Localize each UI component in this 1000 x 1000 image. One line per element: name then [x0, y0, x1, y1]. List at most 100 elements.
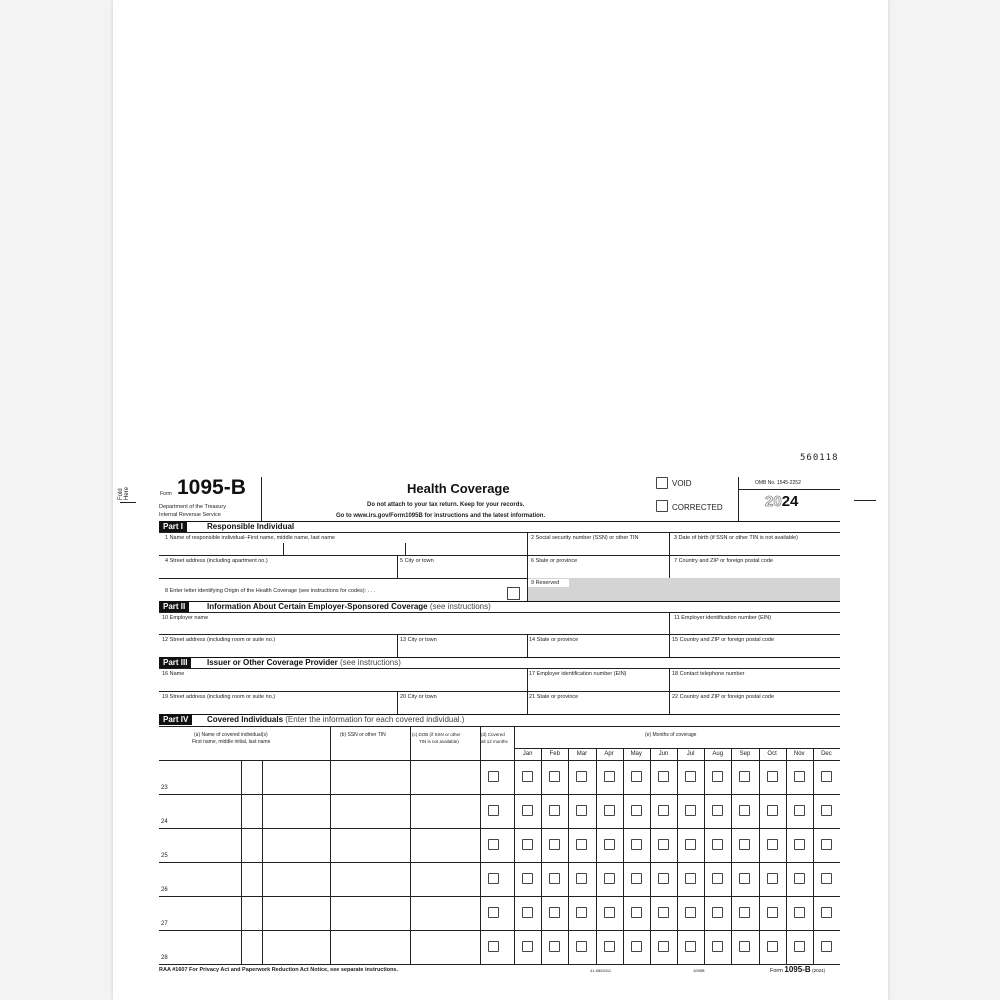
field-20-city[interactable]: 20 City or town — [400, 694, 437, 700]
month-checkbox-jul[interactable] — [685, 941, 697, 952]
field-8-origin-input[interactable] — [507, 587, 520, 600]
month-checkbox-mar[interactable] — [576, 805, 588, 816]
month-checkbox-nov[interactable] — [793, 907, 805, 918]
month-checkbox-jul[interactable] — [685, 873, 697, 884]
field-22-zip[interactable]: 22 Country and ZIP or foreign postal cod… — [672, 694, 775, 700]
field-21-state[interactable]: 21 State or province — [529, 694, 579, 700]
field-6-state[interactable]: 6 State or province — [531, 558, 578, 564]
covered-all-year-checkbox[interactable] — [488, 941, 499, 952]
month-checkbox-dec[interactable] — [820, 805, 832, 816]
month-checkbox-aug[interactable] — [712, 771, 724, 782]
month-checkbox-nov[interactable] — [793, 873, 805, 884]
month-checkbox-feb[interactable] — [549, 907, 561, 918]
month-checkbox-aug[interactable] — [712, 873, 724, 884]
month-checkbox-oct[interactable] — [766, 771, 778, 782]
month-checkbox-sep[interactable] — [739, 839, 751, 850]
month-checkbox-apr[interactable] — [603, 873, 615, 884]
covered-all-year-checkbox[interactable] — [488, 771, 499, 782]
covered-all-year-checkbox[interactable] — [488, 805, 499, 816]
covered-all-year-checkbox[interactable] — [488, 907, 499, 918]
month-checkbox-dec[interactable] — [820, 771, 832, 782]
field-1-name[interactable]: 1 Name of responsible individual–First n… — [165, 535, 335, 541]
month-checkbox-mar[interactable] — [576, 839, 588, 850]
month-checkbox-apr[interactable] — [603, 839, 615, 850]
month-checkbox-feb[interactable] — [549, 873, 561, 884]
corrected-checkbox[interactable] — [656, 500, 668, 512]
month-checkbox-jun[interactable] — [657, 941, 669, 952]
field-11-ein[interactable]: 11 Employer identification number (EIN) — [674, 615, 772, 621]
month-checkbox-mar[interactable] — [576, 873, 588, 884]
month-checkbox-mar[interactable] — [576, 771, 588, 782]
field-18-phone[interactable]: 18 Contact telephone number — [672, 671, 745, 677]
month-checkbox-oct[interactable] — [766, 805, 778, 816]
month-checkbox-may[interactable] — [630, 941, 642, 952]
month-checkbox-may[interactable] — [630, 839, 642, 850]
month-checkbox-oct[interactable] — [766, 941, 778, 952]
field-3-dob[interactable]: 3 Date of birth (if SSN or other TIN is … — [674, 535, 799, 541]
field-15-zip[interactable]: 15 Country and ZIP or foreign postal cod… — [672, 637, 775, 643]
month-checkbox-jul[interactable] — [685, 907, 697, 918]
field-19-street[interactable]: 19 Street address (including room or sui… — [162, 694, 276, 700]
month-checkbox-jun[interactable] — [657, 771, 669, 782]
field-5-city[interactable]: 5 City or town — [400, 558, 434, 564]
month-checkbox-apr[interactable] — [603, 907, 615, 918]
field-10-employer[interactable]: 10 Employer name — [162, 615, 209, 621]
month-checkbox-feb[interactable] — [549, 771, 561, 782]
month-checkbox-jan[interactable] — [522, 907, 534, 918]
month-checkbox-may[interactable] — [630, 771, 642, 782]
month-checkbox-jan[interactable] — [522, 873, 534, 884]
month-checkbox-jun[interactable] — [657, 805, 669, 816]
month-checkbox-jan[interactable] — [522, 771, 534, 782]
month-checkbox-dec[interactable] — [820, 839, 832, 850]
month-checkbox-aug[interactable] — [712, 907, 724, 918]
month-checkbox-oct[interactable] — [766, 873, 778, 884]
covered-all-year-checkbox[interactable] — [488, 873, 499, 884]
month-checkbox-jan[interactable] — [522, 839, 534, 850]
field-4-street[interactable]: 4 Street address (including apartment no… — [165, 558, 268, 564]
month-checkbox-may[interactable] — [630, 805, 642, 816]
field-2-ssn[interactable]: 2 Social security number (SSN) or other … — [531, 535, 639, 541]
month-checkbox-jun[interactable] — [657, 839, 669, 850]
month-checkbox-apr[interactable] — [603, 771, 615, 782]
field-13-city[interactable]: 13 City or town — [400, 637, 437, 643]
month-checkbox-feb[interactable] — [549, 839, 561, 850]
month-checkbox-feb[interactable] — [549, 941, 561, 952]
month-checkbox-nov[interactable] — [793, 771, 805, 782]
month-checkbox-jul[interactable] — [685, 771, 697, 782]
field-16-name[interactable]: 16 Name — [162, 671, 185, 677]
month-checkbox-jun[interactable] — [657, 873, 669, 884]
month-checkbox-may[interactable] — [630, 873, 642, 884]
month-checkbox-oct[interactable] — [766, 907, 778, 918]
month-checkbox-sep[interactable] — [739, 941, 751, 952]
month-checkbox-sep[interactable] — [739, 771, 751, 782]
field-17-ein[interactable]: 17 Employer identification number (EIN) — [529, 671, 627, 677]
month-checkbox-sep[interactable] — [739, 805, 751, 816]
field-12-street[interactable]: 12 Street address (including room or sui… — [162, 637, 276, 643]
month-checkbox-feb[interactable] — [549, 805, 561, 816]
month-checkbox-jun[interactable] — [657, 907, 669, 918]
month-checkbox-apr[interactable] — [603, 805, 615, 816]
month-checkbox-nov[interactable] — [793, 941, 805, 952]
month-checkbox-sep[interactable] — [739, 873, 751, 884]
month-checkbox-nov[interactable] — [793, 805, 805, 816]
month-checkbox-dec[interactable] — [820, 907, 832, 918]
month-checkbox-dec[interactable] — [820, 873, 832, 884]
month-checkbox-jul[interactable] — [685, 839, 697, 850]
month-checkbox-dec[interactable] — [820, 941, 832, 952]
month-checkbox-sep[interactable] — [739, 907, 751, 918]
month-checkbox-mar[interactable] — [576, 907, 588, 918]
month-checkbox-aug[interactable] — [712, 941, 724, 952]
month-checkbox-aug[interactable] — [712, 839, 724, 850]
month-checkbox-aug[interactable] — [712, 805, 724, 816]
month-checkbox-jan[interactable] — [522, 805, 534, 816]
month-checkbox-jan[interactable] — [522, 941, 534, 952]
covered-all-year-checkbox[interactable] — [488, 839, 499, 850]
month-checkbox-nov[interactable] — [793, 839, 805, 850]
month-checkbox-oct[interactable] — [766, 839, 778, 850]
month-checkbox-mar[interactable] — [576, 941, 588, 952]
field-7-zip[interactable]: 7 Country and ZIP or foreign postal code — [674, 558, 773, 564]
month-checkbox-may[interactable] — [630, 907, 642, 918]
month-checkbox-apr[interactable] — [603, 941, 615, 952]
field-14-state[interactable]: 14 State or province — [529, 637, 579, 643]
void-checkbox[interactable] — [656, 477, 668, 489]
